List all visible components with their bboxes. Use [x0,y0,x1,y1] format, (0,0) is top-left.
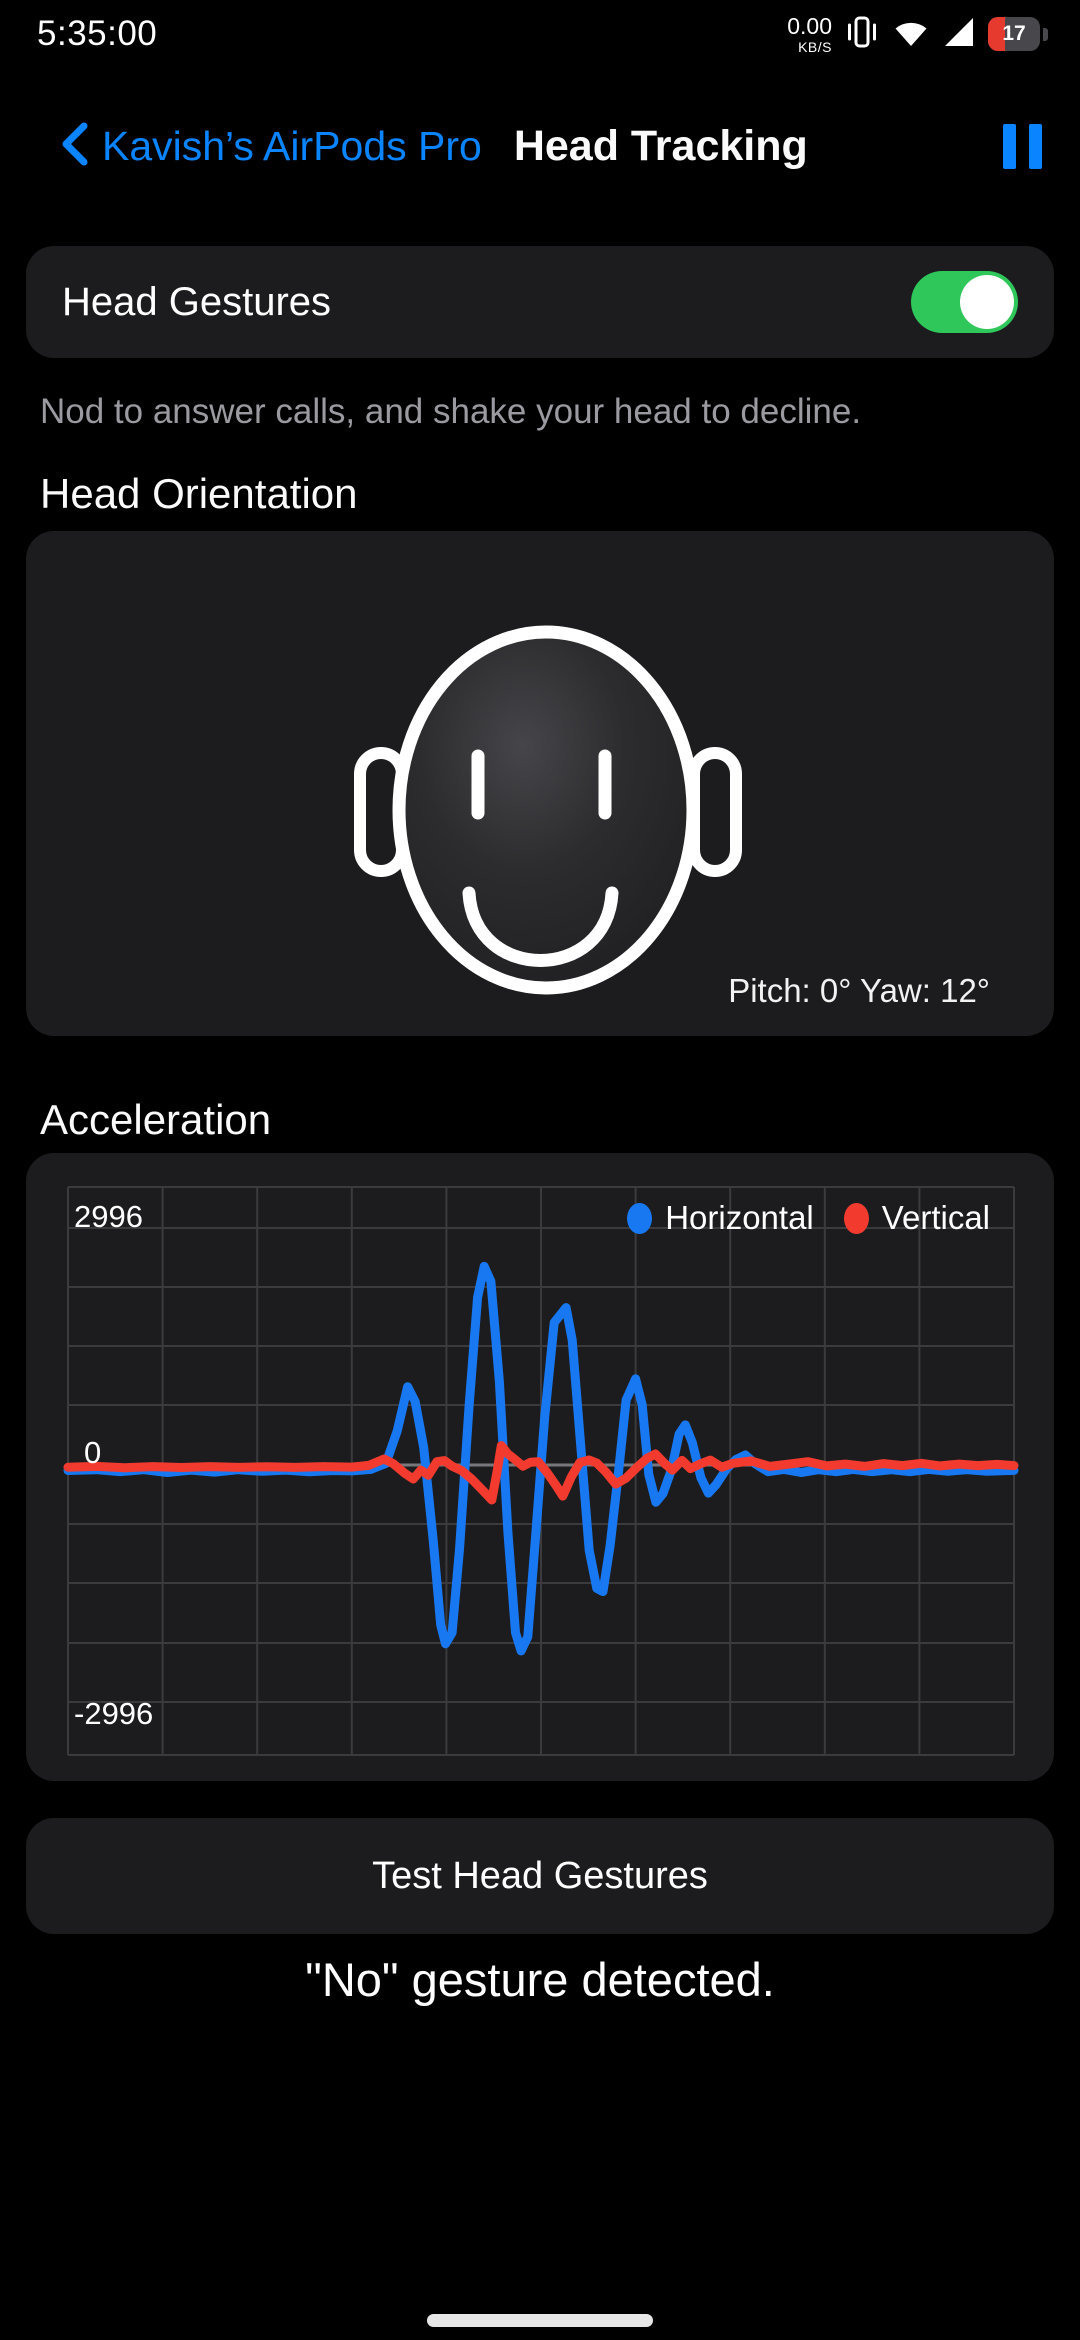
head-outline [392,625,700,995]
battery-percent: 17 [1002,22,1026,45]
acceleration-chart [63,1186,1019,1756]
page-title: Head Tracking [513,121,808,170]
y-axis-tick-min: -2996 [74,1696,154,1731]
head-gestures-label: Head Gestures [62,279,332,324]
back-label[interactable]: Kavish’s AirPods Pro [102,122,482,169]
header: Kavish’s AirPods Pro Head Tracking [0,110,1080,182]
legend-item-vertical: Vertical [843,1199,990,1237]
legend-dot-icon [843,1202,869,1234]
section-title-head-orientation: Head Orientation [40,470,358,517]
chart-legend: Horizontal Vertical [627,1199,990,1237]
toggle-knob [960,275,1014,329]
head-orientation-card: Pitch: 0° Yaw: 12° [26,531,1054,1036]
legend-label: Vertical [881,1199,990,1236]
wifi-icon [892,16,930,53]
section-title-acceleration: Acceleration [40,1096,272,1143]
gesture-result-text: "No" gesture detected. [305,1953,775,2006]
vibrate-icon [845,13,879,56]
pause-icon [1003,124,1016,169]
battery-nub [1043,27,1048,41]
y-axis-tick-zero: 0 [84,1435,102,1470]
acceleration-chart-card: 2996 0 -2996 Horizontal Vertical [26,1153,1054,1781]
head-gestures-card: Head Gestures [26,246,1054,358]
head-gestures-toggle[interactable] [911,271,1018,333]
right-ear [688,747,742,877]
legend-item-horizontal: Horizontal [627,1199,814,1237]
face-illustration [354,625,742,995]
home-indicator[interactable] [427,2314,653,2327]
smile [462,886,619,967]
pitch-yaw-readout: Pitch: 0° Yaw: 12° [728,972,990,1009]
pause-button[interactable] [1003,124,1042,169]
y-axis-tick-max: 2996 [74,1199,143,1234]
clock: 5:35:00 [37,14,158,53]
legend-dot-icon [627,1202,653,1234]
battery-icon: 17 [988,17,1040,51]
network-speed: 0.00 KB/S [787,12,832,55]
test-head-gestures-button[interactable]: Test Head Gestures [26,1818,1054,1934]
cell-signal-icon [943,16,975,53]
battery-level-fill [988,17,1005,51]
network-speed-value: 0.00 [787,12,832,39]
legend-label: Horizontal [665,1199,814,1236]
chevron-left-icon [58,120,90,173]
back-button[interactable]: Kavish’s AirPods Pro [58,120,482,173]
network-speed-unit: KB/S [798,38,832,55]
gesture-hint: Nod to answer calls, and shake your head… [40,392,862,431]
status-bar: 5:35:00 0.00 KB/S 17 [0,0,1080,64]
